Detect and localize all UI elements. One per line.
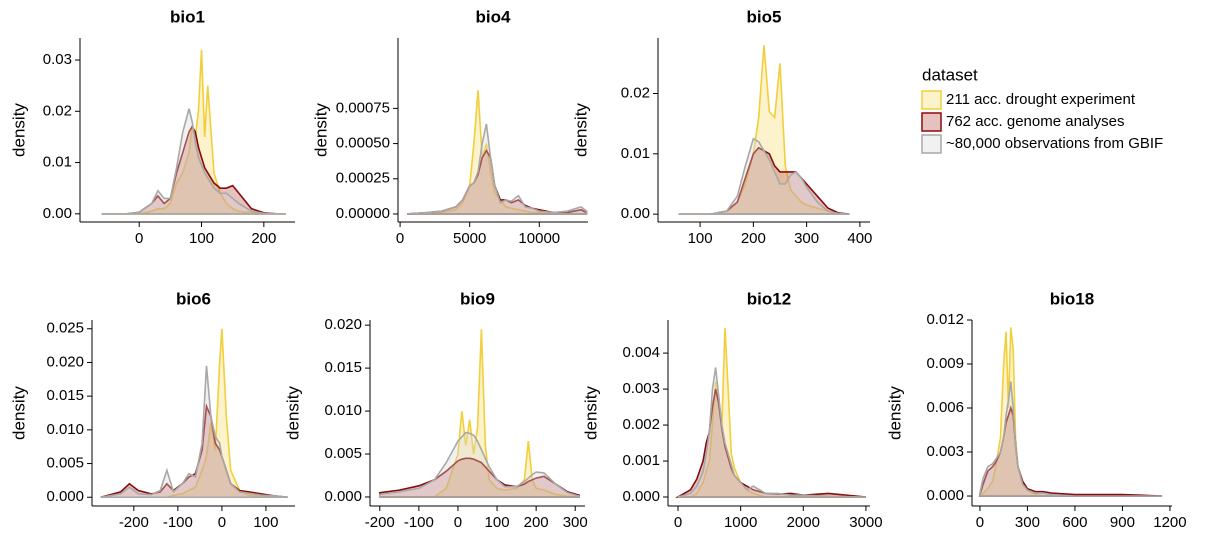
density-area bbox=[979, 381, 1163, 497]
density-area bbox=[677, 367, 866, 498]
x-tick-label: 100 bbox=[253, 514, 278, 531]
y-tick-label: 0.004 bbox=[622, 344, 660, 361]
y-axis-label: density bbox=[571, 103, 590, 157]
y-tick-label: 0.009 bbox=[926, 355, 964, 372]
y-tick-label: 0.001 bbox=[622, 452, 660, 469]
x-tick-label: 300 bbox=[1015, 514, 1040, 531]
y-tick-label: 0.00025 bbox=[336, 170, 390, 187]
density-area bbox=[678, 137, 850, 215]
y-tick-label: 0.003 bbox=[622, 380, 660, 397]
x-tick-label: 1200 bbox=[1153, 514, 1186, 531]
y-tick-label: 0.006 bbox=[926, 399, 964, 416]
y-tick-label: 0.00075 bbox=[336, 99, 390, 116]
legend-label: 762 acc. genome analyses bbox=[946, 113, 1124, 130]
chart-title: bio12 bbox=[747, 289, 791, 308]
y-tick-label: 0.00000 bbox=[336, 205, 390, 222]
y-tick-label: 0.020 bbox=[46, 353, 84, 370]
y-axis-label: density bbox=[311, 103, 330, 157]
legend-label: 211 acc. drought experiment bbox=[946, 91, 1136, 108]
y-tick-label: 0.015 bbox=[46, 387, 84, 404]
x-tick-label: 400 bbox=[847, 230, 872, 247]
x-tick-label: 900 bbox=[1110, 514, 1135, 531]
x-tick-label: -100 bbox=[163, 514, 193, 531]
y-tick-label: 0.005 bbox=[324, 445, 362, 462]
y-tick-label: 0.03 bbox=[43, 51, 72, 68]
y-axis-label: density bbox=[581, 386, 600, 440]
density-area bbox=[378, 431, 580, 498]
y-tick-label: 0.012 bbox=[926, 311, 964, 328]
y-axis-label: density bbox=[885, 386, 904, 440]
y-tick-label: 0.00050 bbox=[336, 135, 390, 152]
chart-title: bio18 bbox=[1050, 289, 1094, 308]
x-tick-label: 0 bbox=[135, 230, 143, 247]
chart-title: bio5 bbox=[747, 7, 782, 26]
chart-title: bio4 bbox=[476, 7, 511, 26]
x-tick-label: 0 bbox=[674, 514, 682, 531]
x-tick-label: 0 bbox=[396, 230, 404, 247]
density-area bbox=[100, 328, 288, 499]
x-tick-label: 2000 bbox=[787, 514, 820, 531]
y-tick-label: 0.002 bbox=[622, 416, 660, 433]
density-area bbox=[406, 123, 588, 215]
legend-key bbox=[921, 134, 942, 154]
y-tick-label: 0.000 bbox=[926, 487, 964, 504]
x-tick-label: 0 bbox=[218, 514, 226, 531]
x-tick-label: 600 bbox=[1062, 514, 1087, 531]
y-tick-label: 0.000 bbox=[46, 488, 84, 505]
chart-title: bio1 bbox=[170, 7, 205, 26]
x-tick-label: 200 bbox=[524, 514, 549, 531]
y-axis-label: density bbox=[9, 103, 28, 157]
x-tick-label: 100 bbox=[189, 230, 214, 247]
density-area bbox=[675, 388, 867, 498]
x-tick-label: 200 bbox=[251, 230, 276, 247]
y-tick-label: 0.000 bbox=[622, 488, 660, 505]
y-tick-label: 0.02 bbox=[43, 102, 72, 119]
density-area bbox=[101, 49, 286, 215]
y-tick-label: 0.01 bbox=[43, 154, 72, 171]
y-tick-label: 0.003 bbox=[926, 443, 964, 460]
y-tick-label: 0.000 bbox=[324, 488, 362, 505]
y-tick-label: 0.010 bbox=[324, 402, 362, 419]
legend-key bbox=[921, 90, 942, 110]
y-tick-label: 0.020 bbox=[324, 316, 362, 333]
x-tick-label: 300 bbox=[563, 514, 588, 531]
density-area bbox=[100, 365, 289, 499]
y-tick-label: 0.02 bbox=[621, 84, 650, 101]
x-tick-label: 300 bbox=[794, 230, 819, 247]
x-tick-label: 100 bbox=[485, 514, 510, 531]
chart-title: bio6 bbox=[176, 289, 211, 308]
y-tick-label: 0.005 bbox=[46, 455, 84, 472]
legend-key bbox=[921, 112, 942, 132]
y-tick-label: 0.015 bbox=[324, 359, 362, 376]
y-tick-label: 0.025 bbox=[46, 320, 84, 337]
x-tick-label: 1000 bbox=[724, 514, 757, 531]
y-axis-label: density bbox=[283, 386, 302, 440]
legend-title: dataset bbox=[922, 65, 978, 84]
y-tick-label: 0.01 bbox=[621, 145, 650, 162]
x-tick-label: 0 bbox=[454, 514, 462, 531]
y-tick-label: 0.00 bbox=[43, 205, 72, 222]
x-tick-label: 3000 bbox=[849, 514, 882, 531]
x-tick-label: -100 bbox=[404, 514, 434, 531]
density-area bbox=[101, 108, 286, 215]
chart-title: bio9 bbox=[460, 289, 495, 308]
x-tick-label: 5000 bbox=[453, 230, 486, 247]
x-tick-label: 0 bbox=[976, 514, 984, 531]
x-tick-label: -200 bbox=[365, 514, 395, 531]
x-tick-label: -200 bbox=[119, 514, 149, 531]
density-area bbox=[678, 146, 850, 215]
x-tick-label: 10000 bbox=[518, 230, 560, 247]
x-tick-label: 200 bbox=[741, 230, 766, 247]
legend-label: ~80,000 observations from GBIF bbox=[946, 135, 1163, 152]
density-area bbox=[378, 457, 580, 498]
y-axis-label: density bbox=[9, 386, 28, 440]
density-area bbox=[101, 125, 286, 215]
y-tick-label: 0.00 bbox=[621, 205, 650, 222]
y-tick-label: 0.010 bbox=[46, 421, 84, 438]
x-tick-label: 100 bbox=[688, 230, 713, 247]
